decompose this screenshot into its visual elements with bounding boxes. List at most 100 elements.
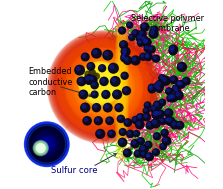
Circle shape [83, 66, 125, 108]
Circle shape [127, 130, 134, 138]
Circle shape [99, 65, 106, 72]
Circle shape [138, 115, 141, 118]
Circle shape [81, 103, 90, 112]
Circle shape [147, 123, 151, 126]
Circle shape [167, 118, 171, 122]
Circle shape [176, 92, 179, 96]
Circle shape [151, 119, 160, 128]
Circle shape [170, 46, 174, 50]
Circle shape [139, 145, 148, 154]
Circle shape [46, 143, 48, 145]
Circle shape [144, 115, 147, 117]
Circle shape [123, 51, 129, 57]
Circle shape [91, 74, 110, 93]
Circle shape [121, 42, 124, 45]
Circle shape [145, 141, 152, 148]
Circle shape [161, 129, 168, 136]
Circle shape [33, 130, 61, 158]
Circle shape [179, 82, 182, 85]
Circle shape [153, 149, 159, 156]
Circle shape [133, 131, 139, 137]
Ellipse shape [119, 24, 122, 159]
Circle shape [162, 130, 165, 133]
Circle shape [138, 35, 141, 39]
Circle shape [178, 81, 185, 88]
Circle shape [131, 140, 139, 148]
Circle shape [84, 75, 94, 84]
Circle shape [152, 110, 161, 119]
Circle shape [127, 22, 133, 28]
Circle shape [155, 103, 158, 106]
Circle shape [176, 81, 182, 87]
Circle shape [93, 76, 116, 98]
Circle shape [40, 138, 54, 151]
Circle shape [130, 35, 132, 38]
Circle shape [165, 109, 173, 117]
Circle shape [94, 77, 106, 89]
Circle shape [149, 29, 158, 38]
Circle shape [141, 23, 149, 31]
Circle shape [145, 46, 148, 49]
Circle shape [124, 52, 126, 54]
Circle shape [95, 78, 105, 88]
Circle shape [88, 71, 112, 95]
Circle shape [80, 63, 120, 103]
Circle shape [144, 53, 152, 60]
Circle shape [132, 57, 136, 61]
Circle shape [162, 77, 166, 81]
Circle shape [79, 90, 88, 99]
Circle shape [66, 49, 142, 125]
Circle shape [146, 143, 149, 145]
Circle shape [36, 134, 57, 155]
Circle shape [165, 118, 168, 121]
Circle shape [82, 65, 118, 101]
Circle shape [124, 56, 132, 64]
Circle shape [153, 133, 160, 140]
Circle shape [89, 70, 95, 76]
Circle shape [121, 53, 128, 60]
Circle shape [96, 79, 112, 95]
Circle shape [175, 89, 178, 91]
Circle shape [161, 119, 163, 122]
Ellipse shape [118, 24, 121, 159]
Circle shape [160, 118, 166, 125]
Circle shape [103, 86, 105, 88]
Circle shape [75, 65, 84, 75]
Circle shape [84, 67, 117, 100]
Circle shape [39, 146, 42, 150]
Circle shape [172, 122, 175, 125]
Circle shape [137, 40, 144, 46]
Circle shape [92, 48, 101, 58]
Circle shape [76, 59, 132, 115]
Circle shape [153, 120, 156, 124]
Circle shape [133, 31, 136, 34]
Circle shape [102, 85, 106, 89]
Circle shape [91, 81, 98, 89]
Circle shape [81, 53, 89, 61]
Circle shape [55, 38, 153, 136]
Ellipse shape [125, 24, 128, 159]
Circle shape [93, 77, 114, 98]
Circle shape [96, 118, 99, 121]
Circle shape [79, 62, 129, 112]
Circle shape [83, 54, 86, 57]
Circle shape [170, 76, 178, 84]
Circle shape [114, 91, 118, 95]
Circle shape [136, 120, 144, 129]
Circle shape [165, 88, 172, 95]
Ellipse shape [124, 24, 127, 159]
Circle shape [160, 100, 163, 103]
Circle shape [173, 86, 177, 89]
Circle shape [107, 118, 110, 121]
Circle shape [99, 82, 102, 85]
Circle shape [160, 76, 163, 78]
Circle shape [86, 77, 92, 83]
Circle shape [143, 38, 151, 46]
Circle shape [83, 66, 118, 100]
Circle shape [121, 55, 127, 62]
Circle shape [78, 62, 122, 105]
Circle shape [103, 50, 113, 60]
Circle shape [111, 77, 120, 86]
Circle shape [149, 87, 152, 90]
Circle shape [138, 115, 141, 118]
